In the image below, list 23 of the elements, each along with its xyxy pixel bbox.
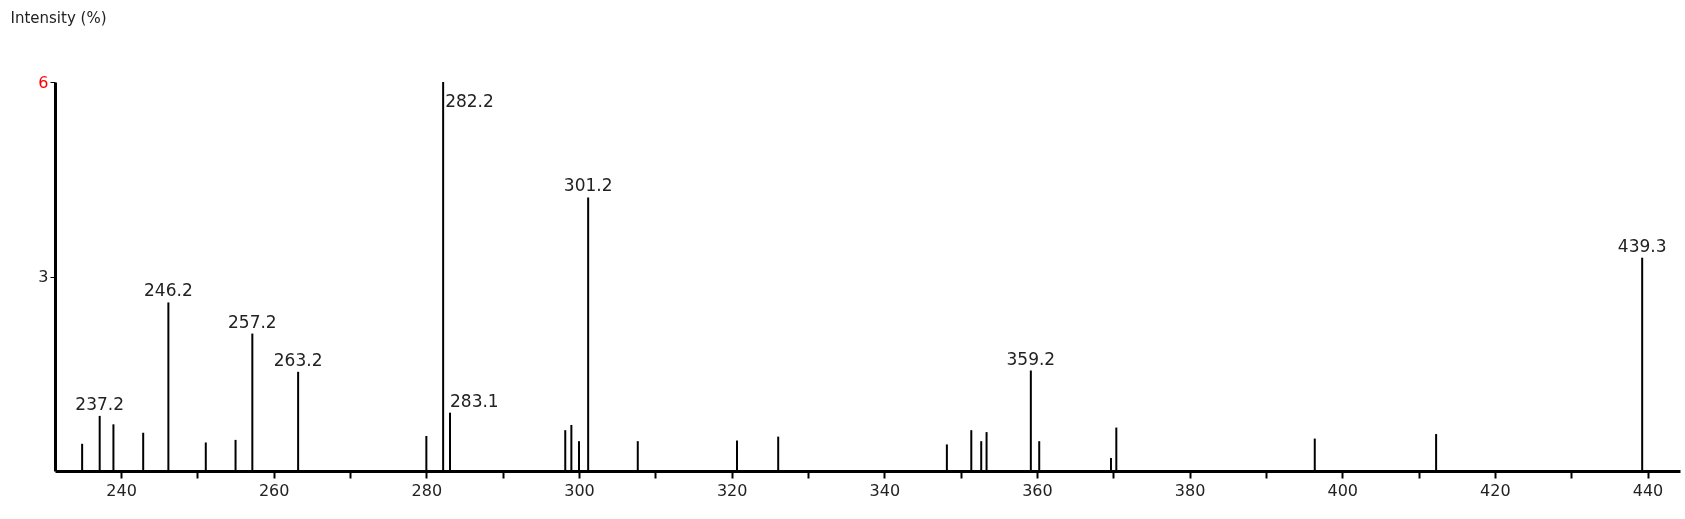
annotation: 439.3 [1617,235,1667,256]
annotation: 282.2 [445,91,494,111]
annotation: 246.2 [144,280,193,301]
x-tick-label: 260 [258,480,290,500]
annotation: 257.2 [228,311,277,332]
x-tick-label: 400 [1327,480,1358,500]
annotation: 283.1 [450,390,499,411]
annotation: 301.2 [563,175,613,196]
annotation: 237.2 [75,393,125,414]
x-tick-label: 420 [1480,480,1511,500]
x-tick-label: 340 [869,480,901,500]
annotation: 359.2 [1006,348,1056,369]
x-tick-label: 320 [716,480,748,500]
y-tick-label: 3 [38,267,49,286]
y-axis-title: Intensity (%) [10,8,107,27]
x-tick-label: 280 [411,480,443,500]
x-tick-label: 240 [106,480,137,500]
annotation: 263.2 [273,349,323,370]
y-tick-label: 6 [38,72,49,92]
x-tick-label: 380 [1174,480,1206,500]
x-tick-label: 440 [1632,480,1664,500]
x-tick-label: 300 [564,480,595,500]
x-tick-label: 360 [1022,480,1053,500]
